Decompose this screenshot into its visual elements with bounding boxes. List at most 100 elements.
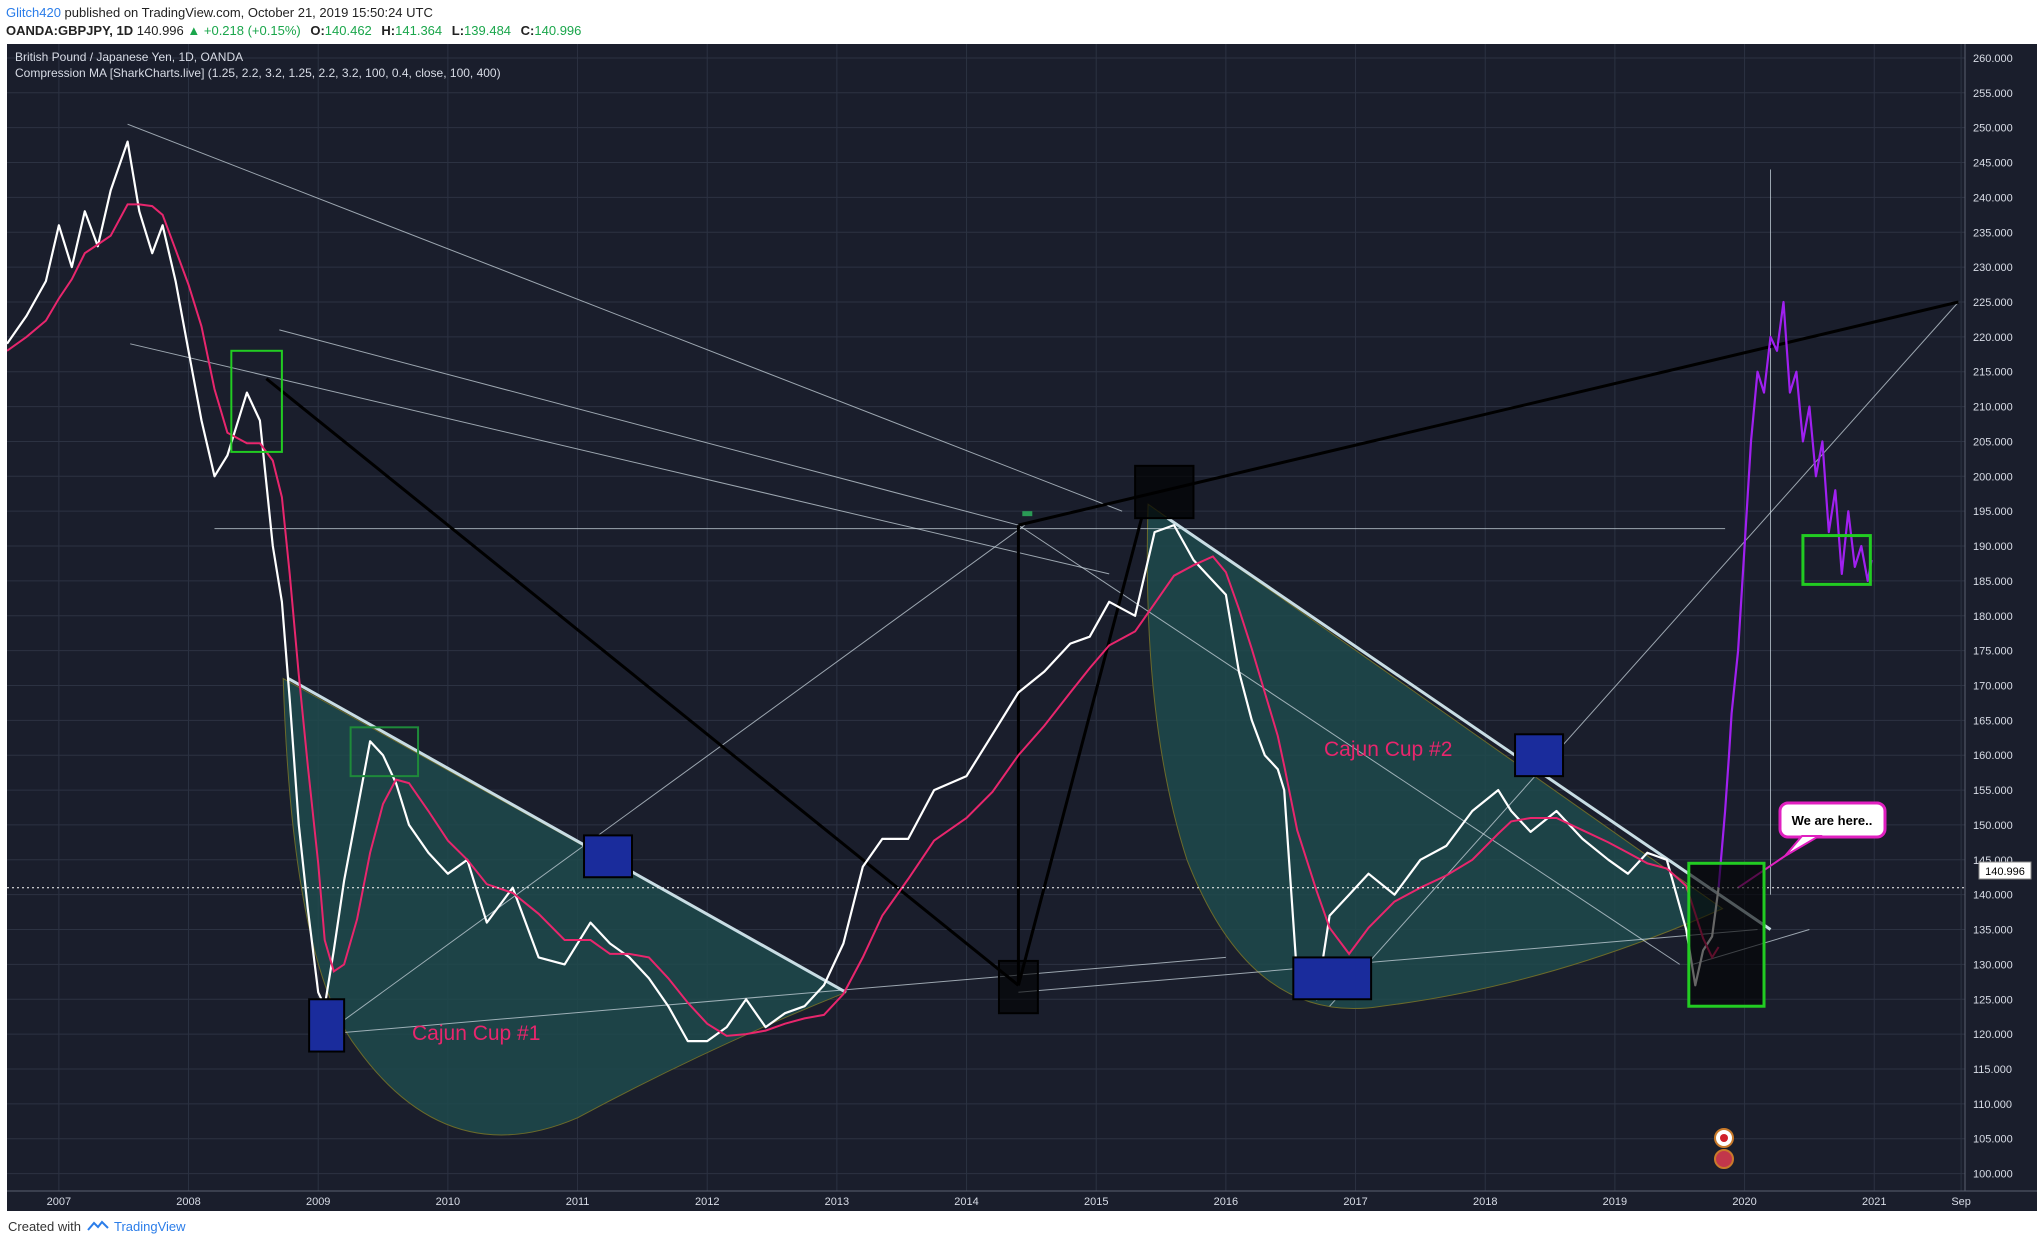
blue-box	[1514, 733, 1565, 778]
y-tick-label: 200.000	[1973, 471, 2013, 483]
callout-text: We are here..	[1792, 813, 1873, 828]
x-tick-label: 2010	[436, 1196, 460, 1208]
y-tick-label: 135.000	[1973, 925, 2013, 937]
y-tick-label: 185.000	[1973, 576, 2013, 588]
close-label: C:	[520, 23, 535, 38]
y-tick-label: 105.000	[1973, 1134, 2013, 1146]
black-box	[1134, 464, 1195, 520]
x-tick-label: 2014	[954, 1196, 978, 1208]
y-tick-label: 205.000	[1973, 436, 2013, 448]
y-tick-label: 160.000	[1973, 750, 2013, 762]
symbol-line: OANDA:GBPJPY, 1D 140.996 ▲ +0.218 (+0.15…	[6, 23, 581, 38]
y-tick-label: 120.000	[1973, 1029, 2013, 1041]
trendline	[1018, 524, 1681, 965]
author-link[interactable]: Glitch420	[6, 5, 61, 20]
y-tick-label: 195.000	[1973, 506, 2013, 518]
y-tick-label: 155.000	[1973, 785, 2013, 797]
compression-ma-line	[6, 203, 1720, 1037]
series-line-GBPJPY	[6, 140, 1720, 1043]
y-tick-label: 165.000	[1973, 715, 2013, 727]
low-label: L:	[451, 23, 465, 38]
footer: Created with TradingView	[0, 1211, 2043, 1241]
small-flag-marker	[1022, 511, 1033, 517]
symbol: OANDA:GBPJPY, 1D	[6, 23, 134, 38]
x-tick-label: 2018	[1473, 1196, 1497, 1208]
blue-box	[583, 834, 634, 879]
chart-panel[interactable]: 260.000 255.000 250.000 245.000 240.000 235.0…	[6, 44, 2037, 1211]
series-line-projection	[1717, 300, 1873, 888]
x-tick-label: Sep	[1951, 1196, 1971, 1208]
x-tick-label: 2013	[825, 1196, 849, 1208]
blue-box	[1292, 956, 1373, 1001]
y-tick-label: 180.000	[1973, 611, 2013, 623]
y-tick-label: 100.000	[1973, 1169, 2013, 1181]
price-marker: 140.996	[1978, 861, 2032, 880]
black-box	[997, 959, 1039, 1015]
green-box	[1801, 534, 1872, 586]
green-box	[230, 349, 283, 453]
high-value: 141.364	[395, 23, 443, 38]
trendline	[324, 524, 1026, 1035]
drawings-front	[7, 349, 1965, 1053]
price-marker-box	[1978, 861, 2032, 880]
chart-title: British Pound / Japanese Yen, 1D, OANDA	[15, 50, 243, 64]
change: ▲ +0.218 (+0.15%)	[187, 23, 301, 38]
y-tick-label: 215.000	[1973, 367, 2013, 379]
callout[interactable]: We are here..	[1778, 801, 1887, 857]
close-value: 140.996	[534, 23, 582, 38]
blue-box	[308, 998, 346, 1053]
x-tick-label: 2008	[176, 1196, 200, 1208]
y-tick-label: 230.000	[1973, 262, 2013, 274]
x-tick-label: 2015	[1084, 1196, 1108, 1208]
black-diagonal	[265, 377, 1020, 987]
cup1-downtrend	[287, 677, 847, 994]
y-tick-label: 245.000	[1973, 158, 2013, 170]
y-tick-label: 250.000	[1973, 123, 2013, 135]
price-axis-background	[1965, 44, 2037, 1211]
trendline	[127, 123, 1123, 512]
y-tick-label: 225.000	[1973, 297, 2013, 309]
created-with-text: Created with	[8, 1219, 81, 1234]
cup2-label: Cajun Cup #2	[1324, 738, 1452, 761]
high-label: H:	[381, 23, 396, 38]
y-tick-label: 175.000	[1973, 646, 2013, 658]
y-tick-label: 115.000	[1973, 1064, 2012, 1076]
publish-line: Glitch420 published on TradingView.com, …	[6, 5, 433, 20]
tradingview-link[interactable]: TradingView	[114, 1219, 186, 1234]
publish-header: Glitch420 published on TradingView.com, …	[0, 0, 2043, 44]
axes: 260.000 255.000 250.000 245.000 240.000 235.0…	[7, 44, 2037, 1211]
published-text: published on TradingView.com, October 21…	[64, 5, 433, 20]
y-tick-label: 255.000	[1973, 88, 2013, 100]
x-tick-label: 2019	[1603, 1196, 1627, 1208]
series	[6, 140, 1873, 1043]
low-value: 139.484	[464, 23, 512, 38]
price-marker-text: 140.996	[1985, 866, 2025, 878]
x-tick-label: 2009	[306, 1196, 330, 1208]
tradingview-logo-icon	[86, 1220, 109, 1231]
x-tick-label: 2016	[1214, 1196, 1238, 1208]
y-tick-label: 130.000	[1973, 959, 2013, 971]
y-tick-label: 150.000	[1973, 820, 2013, 832]
trendline	[1329, 301, 1959, 1007]
open-label: O:	[310, 23, 325, 38]
uk-flag-icon[interactable]	[1714, 1149, 1734, 1169]
event-flag-icons[interactable]	[1714, 1128, 1734, 1169]
trendline	[130, 343, 1110, 575]
green-box	[349, 726, 420, 778]
y-tick-label: 240.000	[1973, 192, 2013, 204]
open-value: 140.462	[324, 23, 372, 38]
y-tick-label: 170.000	[1973, 680, 2013, 692]
x-tick-label: 2007	[47, 1196, 71, 1208]
y-tick-label: 110.000	[1973, 1099, 2012, 1111]
green-box	[1687, 861, 1766, 1008]
price-chart[interactable]: 260.000 255.000 250.000 245.000 240.000 235.0…	[6, 44, 2037, 1211]
trendline	[324, 956, 1226, 1035]
y-tick-label: 235.000	[1973, 227, 2013, 239]
x-tick-label: 2012	[695, 1196, 719, 1208]
y-tick-label: 190.000	[1973, 541, 2013, 553]
callout-box	[1778, 801, 1887, 839]
x-tick-label: 2017	[1343, 1196, 1367, 1208]
cup2-downtrend	[1166, 516, 1772, 931]
x-tick-label: 2020	[1732, 1196, 1756, 1208]
last-price: 140.996	[136, 23, 184, 38]
